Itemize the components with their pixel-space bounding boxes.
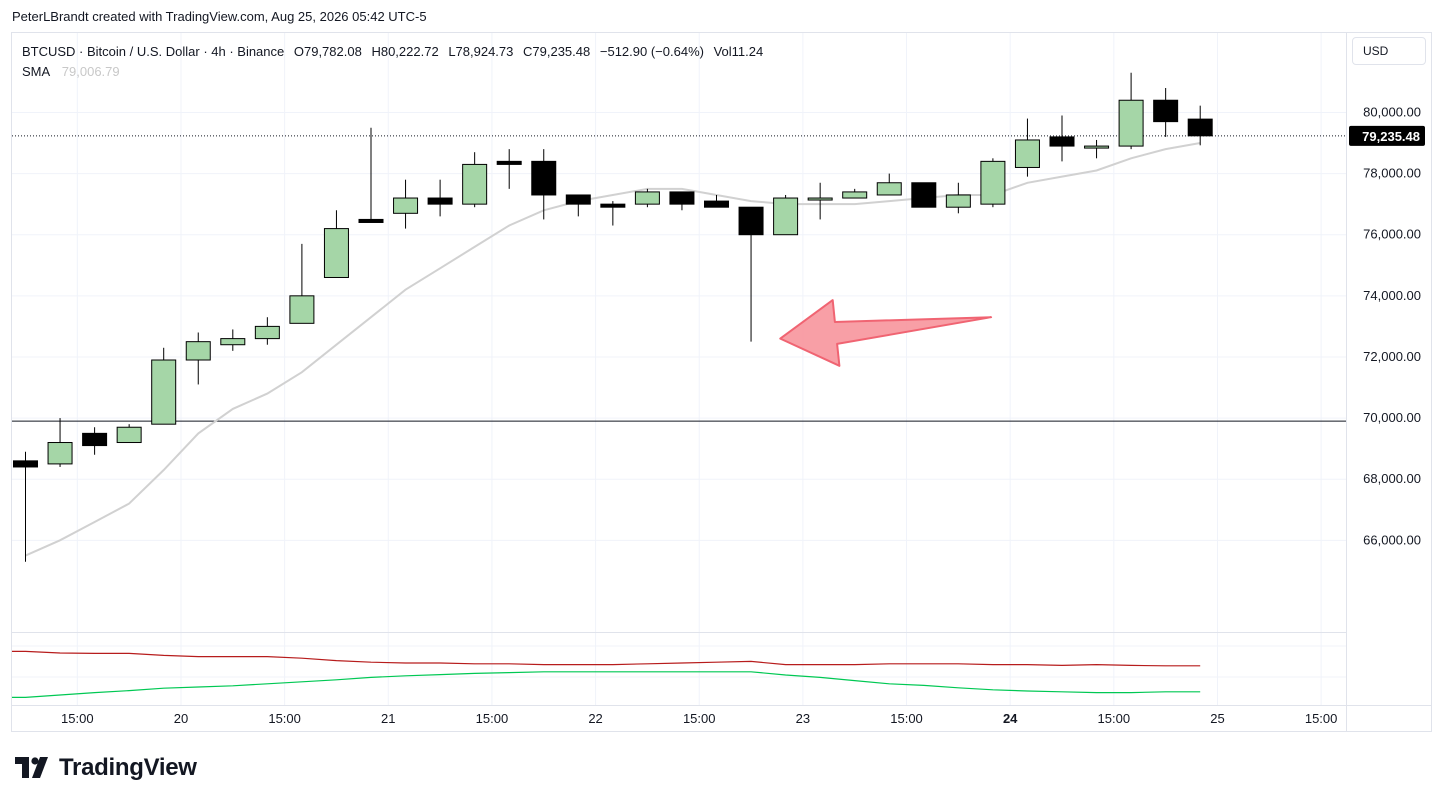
candle-down[interactable] (82, 432, 108, 447)
price-tick-label: 66,000.00 (1363, 532, 1421, 547)
low-value: L78,924.73 (448, 44, 514, 59)
sma-label: SMA (22, 64, 51, 79)
tradingview-brand[interactable]: TradingView (15, 754, 197, 782)
chart-frame (11, 32, 1432, 732)
time-tick-label: 21 (381, 711, 395, 726)
time-tick-label: 22 (588, 711, 602, 726)
indicator-red-line (12, 650, 1201, 667)
indicator-green-line (12, 671, 1201, 699)
price-tick-label: 68,000.00 (1363, 471, 1421, 486)
time-tick-label: 25 (1210, 711, 1224, 726)
price-tick-label: 72,000.00 (1363, 349, 1421, 364)
last-price-label: 79,235.48 (1362, 129, 1420, 144)
candle-down[interactable] (704, 200, 729, 208)
currency-button[interactable]: USD (1352, 37, 1426, 65)
open-value: O79,782.08 (293, 44, 362, 59)
candle-down[interactable] (1153, 99, 1179, 123)
candle-down[interactable] (427, 197, 453, 205)
time-tick-label: 23 (796, 711, 810, 726)
candle-up[interactable] (1118, 99, 1144, 147)
price-tick-label: 80,000.00 (1363, 104, 1421, 119)
candle-down[interactable] (911, 182, 937, 208)
time-tick-label: 15:00 (1098, 711, 1131, 726)
candle-up[interactable] (945, 194, 971, 208)
volume-value: Vol11.24 (713, 44, 764, 59)
time-tick-label: 15:00 (476, 711, 509, 726)
time-tick-label: 24 (1003, 711, 1018, 726)
candle-up[interactable] (1014, 139, 1040, 168)
candle-up[interactable] (47, 442, 73, 465)
ohlc-row: BTCUSD · Bitcoin / U.S. Dollar · 4h · Bi… (22, 42, 769, 62)
candle-up[interactable] (323, 228, 349, 278)
candle-up[interactable] (773, 197, 799, 236)
candle-up[interactable] (634, 191, 660, 205)
chart-credit: PeterLBrandt created with TradingView.co… (12, 9, 427, 24)
candle-down[interactable] (600, 203, 626, 208)
time-tick-label: 15:00 (683, 711, 716, 726)
price-tick-label: 70,000.00 (1363, 410, 1421, 425)
sma-value: 79,006.79 (61, 64, 120, 79)
candle-up[interactable] (1084, 145, 1110, 149)
candle-down[interactable] (1049, 136, 1075, 147)
high-value: H80,222.72 (371, 44, 439, 59)
candle-up[interactable] (393, 197, 419, 214)
candle-up[interactable] (876, 182, 902, 196)
symbol-label[interactable]: BTCUSD · Bitcoin / U.S. Dollar · 4h · Bi… (22, 44, 285, 59)
tradingview-logo-icon (15, 757, 48, 778)
candle-up[interactable] (185, 341, 211, 361)
candle-down[interactable] (13, 460, 38, 468)
candle-up[interactable] (220, 338, 246, 346)
candle-up[interactable] (980, 160, 1006, 205)
time-tick-label: 15:00 (1305, 711, 1338, 726)
candle-up[interactable] (116, 426, 142, 444)
candle-down[interactable] (358, 218, 384, 223)
time-tick-label: 15:00 (890, 711, 923, 726)
last-price-badge (1349, 125, 1425, 146)
time-tick-label: 15:00 (268, 711, 301, 726)
price-tick-label: 78,000.00 (1363, 166, 1421, 181)
chart-legend: BTCUSD · Bitcoin / U.S. Dollar · 4h · Bi… (22, 42, 769, 82)
candle-up[interactable] (842, 191, 868, 199)
close-value: C79,235.48 (523, 44, 591, 59)
sma-row[interactable]: SMA 79,006.79 (22, 62, 769, 82)
price-tick-label: 76,000.00 (1363, 227, 1421, 242)
candle-up[interactable] (462, 163, 488, 205)
candle-down[interactable] (565, 194, 591, 205)
time-tick-label: 20 (174, 711, 188, 726)
price-tick-label: 74,000.00 (1363, 288, 1421, 303)
candle-up[interactable] (807, 197, 833, 201)
candle-up[interactable] (289, 295, 315, 324)
arrow-annotation[interactable] (779, 299, 993, 367)
candle-down[interactable] (669, 191, 695, 205)
change-value: −512.90 (−0.64%) (599, 44, 704, 59)
time-tick-label: 15:00 (61, 711, 94, 726)
candle-up[interactable] (254, 325, 280, 340)
candle-down[interactable] (1187, 118, 1213, 137)
candle-down[interactable] (496, 160, 522, 165)
tradingview-wordmark: TradingView (59, 754, 197, 781)
candle-down[interactable] (738, 206, 764, 236)
candle-down[interactable] (531, 160, 557, 196)
candle-up[interactable] (151, 359, 177, 425)
